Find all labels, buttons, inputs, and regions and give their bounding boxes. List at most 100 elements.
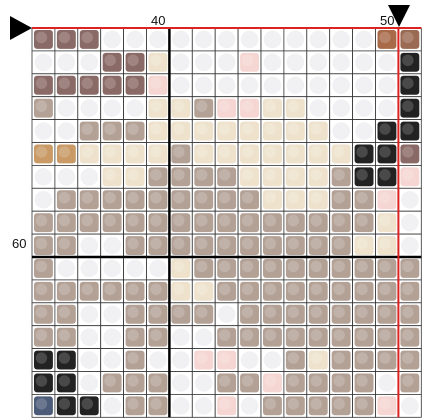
stitch bbox=[400, 75, 420, 95]
stitch-shine bbox=[402, 260, 414, 273]
stitch bbox=[56, 281, 76, 301]
stitch bbox=[285, 281, 305, 301]
empty-dot bbox=[401, 213, 419, 232]
stitch bbox=[217, 167, 237, 187]
stitch-shine bbox=[127, 306, 139, 318]
empty-dot bbox=[126, 99, 144, 117]
empty-dot bbox=[240, 76, 259, 95]
stitch-shine bbox=[150, 237, 162, 250]
stitch-shine bbox=[127, 77, 139, 89]
stitch-shine bbox=[218, 283, 231, 296]
stitch bbox=[34, 213, 53, 233]
stitch bbox=[102, 144, 122, 164]
stitch-shine bbox=[310, 123, 322, 135]
stitch-shine bbox=[196, 352, 208, 364]
column-marker bbox=[388, 5, 410, 27]
stitch bbox=[217, 350, 237, 370]
stitch bbox=[79, 281, 99, 301]
stitch bbox=[377, 236, 397, 255]
empty-dot bbox=[80, 53, 99, 72]
empty-dot bbox=[263, 351, 282, 369]
stitch bbox=[194, 281, 214, 301]
stitch bbox=[263, 121, 282, 141]
stitch bbox=[263, 167, 282, 187]
stitch bbox=[194, 190, 214, 210]
stitch-shine bbox=[58, 398, 71, 410]
stitch-shine bbox=[218, 169, 231, 181]
stitch bbox=[240, 304, 259, 324]
empty-dot bbox=[355, 99, 373, 117]
stitch bbox=[34, 144, 53, 164]
stitch-shine bbox=[58, 237, 71, 250]
stitch bbox=[263, 304, 282, 324]
empty-dot bbox=[172, 374, 190, 392]
stitch-shine bbox=[310, 146, 322, 158]
stitch-shine bbox=[379, 329, 391, 341]
stitch-shine bbox=[127, 214, 139, 227]
stitch bbox=[102, 190, 122, 210]
stitch-shine bbox=[264, 306, 277, 318]
empty-dot bbox=[103, 328, 121, 346]
stitch bbox=[400, 304, 420, 324]
stitch-shine bbox=[333, 214, 345, 227]
stitch-shine bbox=[150, 146, 162, 158]
empty-dot bbox=[103, 305, 121, 324]
stitch bbox=[285, 98, 305, 118]
stitch bbox=[34, 30, 53, 49]
stitch bbox=[125, 190, 145, 210]
stitch bbox=[34, 373, 53, 393]
stitch bbox=[171, 98, 191, 118]
stitch-shine bbox=[310, 306, 322, 318]
stitch bbox=[79, 144, 99, 164]
stitch-shine bbox=[241, 329, 254, 341]
stitch bbox=[400, 327, 420, 347]
stitch bbox=[400, 30, 420, 49]
stitch-shine bbox=[104, 192, 116, 204]
stitch bbox=[377, 281, 397, 301]
stitch-shine bbox=[333, 329, 345, 341]
empty-dot bbox=[263, 76, 282, 95]
stitch-shine bbox=[35, 283, 48, 296]
stitch-shine bbox=[150, 54, 162, 67]
stitch-shine bbox=[287, 352, 300, 364]
stitch-shine bbox=[287, 214, 300, 227]
stitch-shine bbox=[150, 283, 162, 296]
empty-dot bbox=[80, 259, 99, 278]
stitch-shine bbox=[173, 146, 185, 158]
stitch bbox=[171, 213, 191, 233]
stitch bbox=[79, 396, 99, 416]
stitch-shine bbox=[356, 375, 368, 387]
stitch-shine bbox=[379, 169, 391, 181]
stitch-shine bbox=[379, 192, 391, 204]
stitch bbox=[56, 144, 76, 164]
stitch bbox=[56, 396, 76, 416]
stitch bbox=[56, 190, 76, 210]
stitch-shine bbox=[356, 214, 368, 227]
stitch bbox=[194, 167, 214, 187]
stitch-shine bbox=[218, 237, 231, 250]
stitch-shine bbox=[356, 329, 368, 341]
empty-dot bbox=[57, 168, 76, 186]
stitch bbox=[34, 259, 53, 278]
stitch-shine bbox=[402, 31, 414, 44]
stitch bbox=[285, 213, 305, 233]
empty-dot bbox=[217, 30, 236, 49]
stitch-shine bbox=[150, 192, 162, 204]
stitch-shine bbox=[104, 375, 116, 387]
stitch bbox=[125, 396, 145, 416]
stitch-shine bbox=[127, 237, 139, 250]
stitch-shine bbox=[35, 329, 48, 341]
stitch-shine bbox=[402, 169, 414, 181]
stitch-shine bbox=[402, 146, 414, 158]
stitch-shine bbox=[333, 306, 345, 318]
stitch bbox=[308, 236, 328, 255]
row-label: 60 bbox=[12, 236, 26, 251]
stitch-shine bbox=[104, 283, 116, 296]
stitch bbox=[263, 373, 282, 393]
stitch bbox=[34, 236, 53, 255]
stitch-shine bbox=[379, 146, 391, 158]
empty-dot bbox=[194, 76, 213, 95]
stitch-shine bbox=[333, 375, 345, 387]
stitch bbox=[377, 121, 397, 141]
stitch-shine bbox=[196, 260, 208, 273]
